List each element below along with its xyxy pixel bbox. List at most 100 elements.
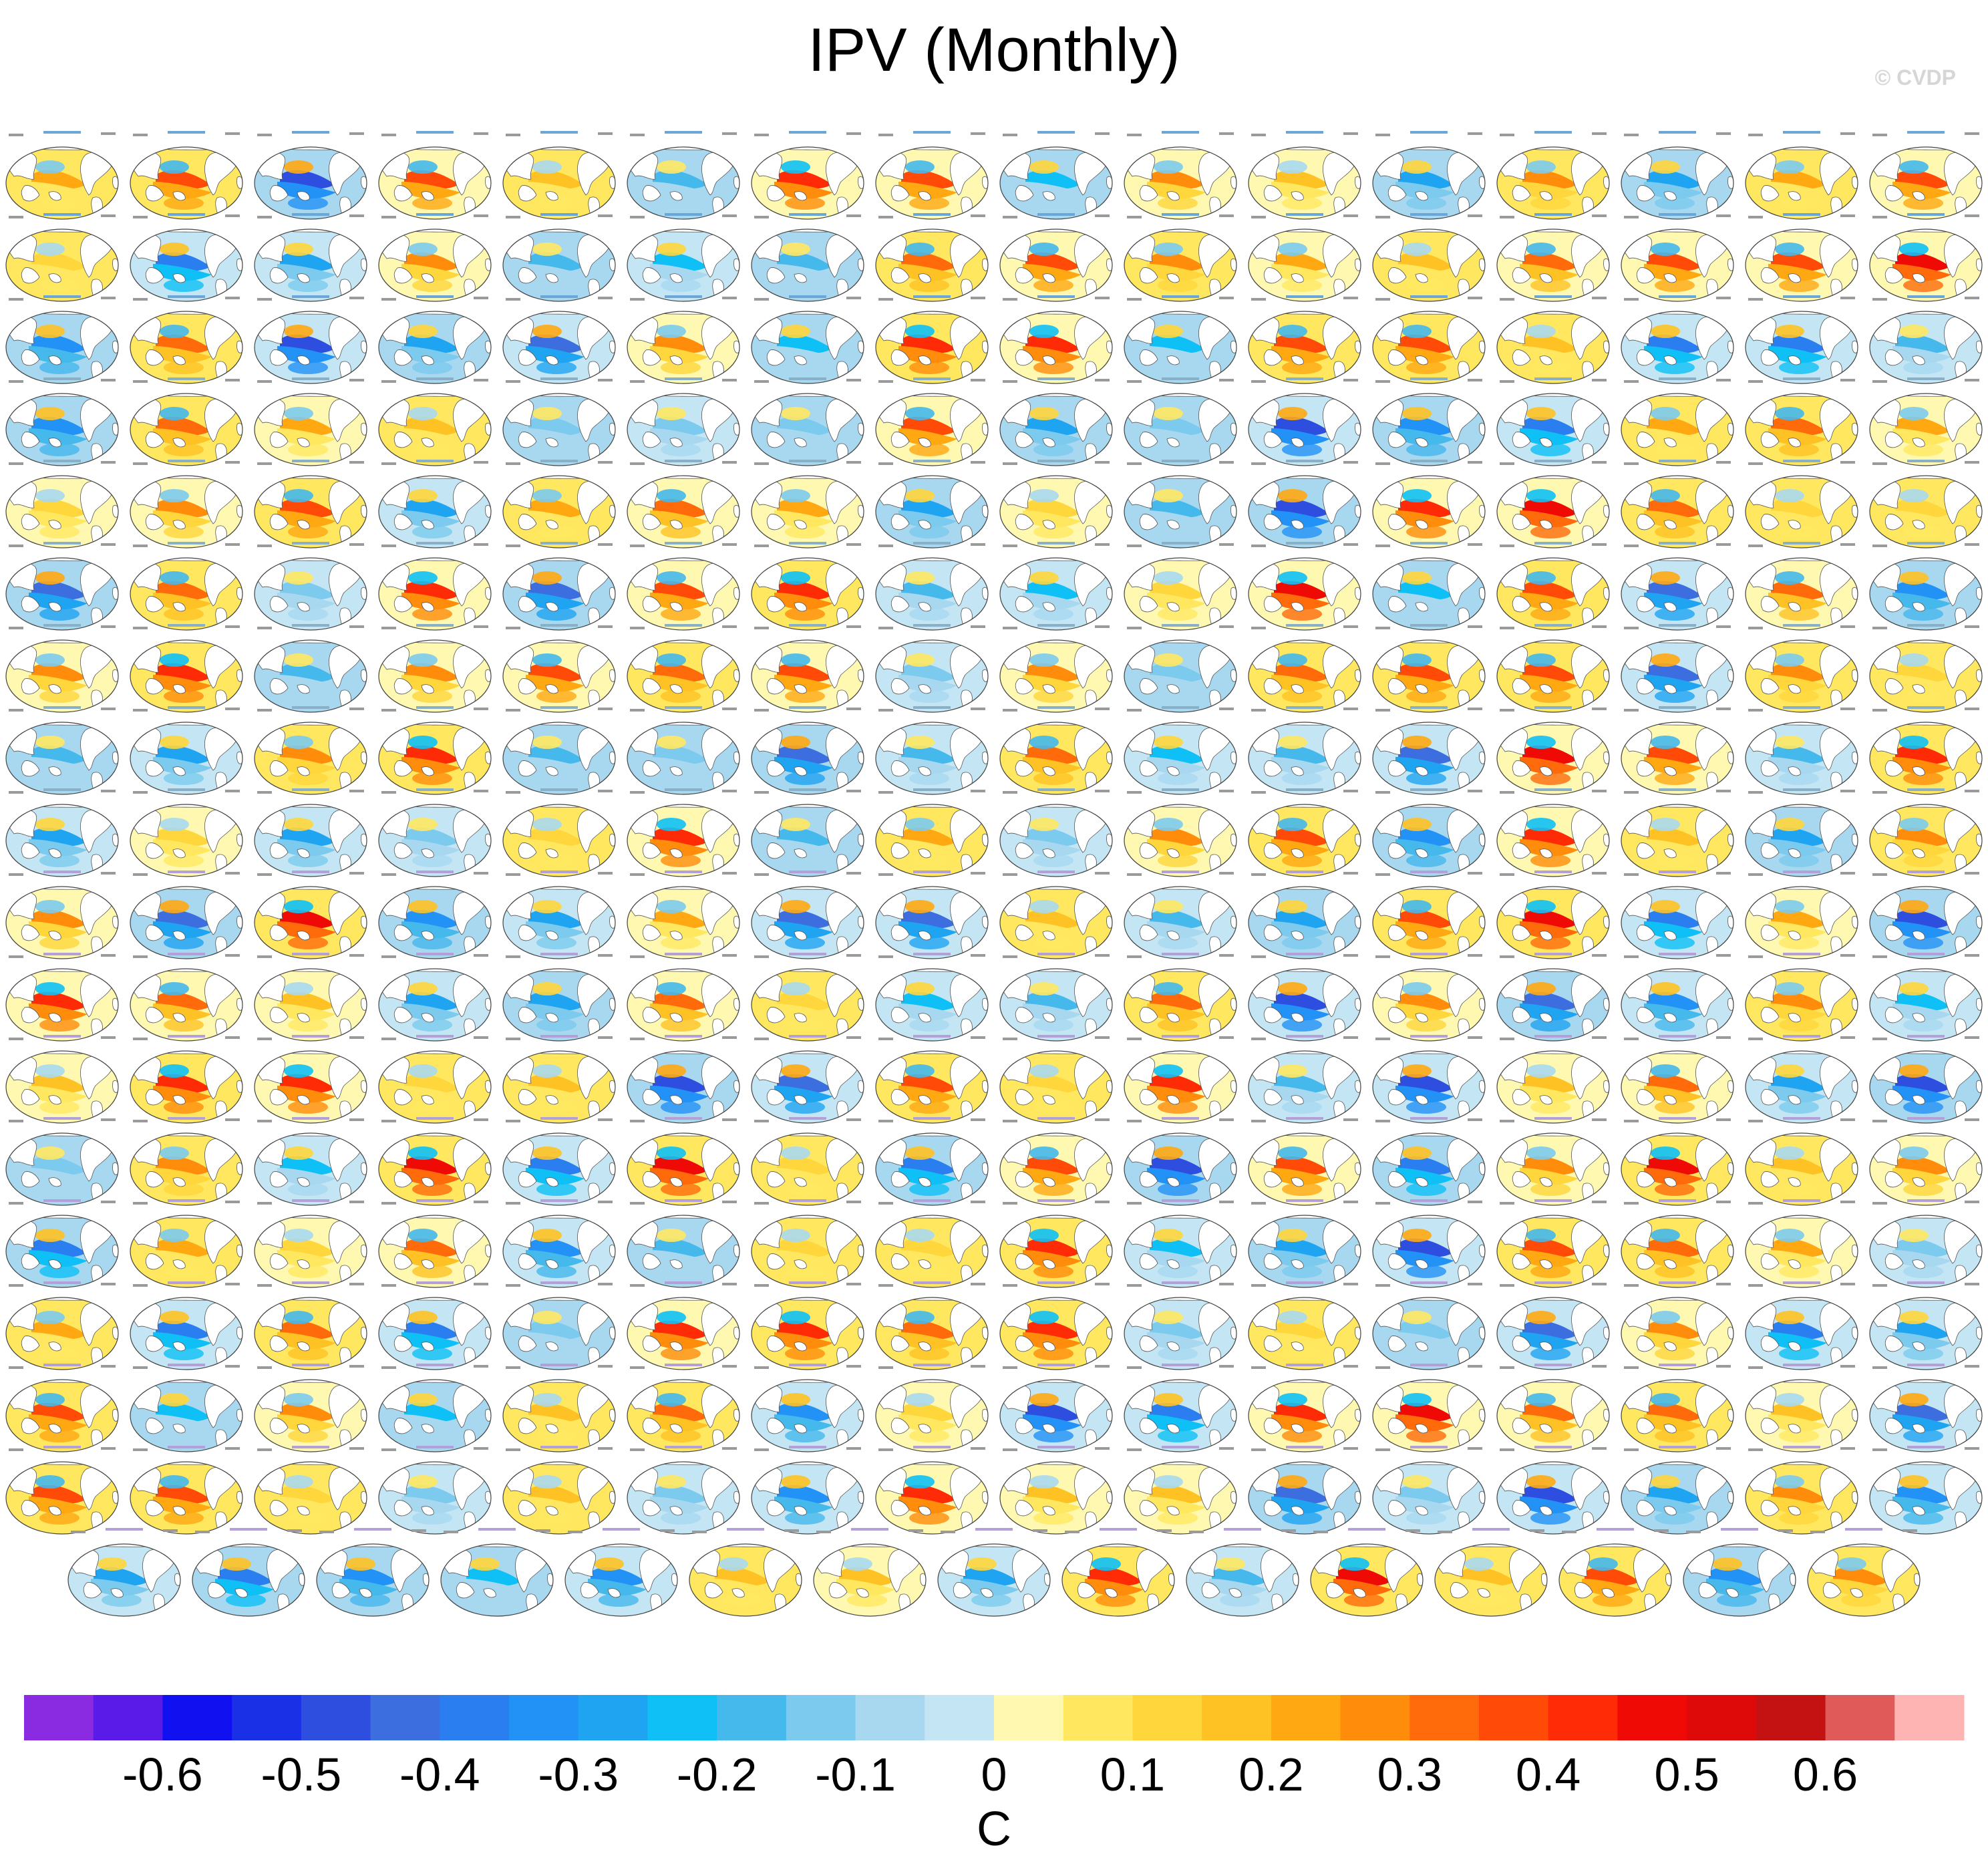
panel-run-mark xyxy=(1907,1364,1945,1366)
panel-stat-mark xyxy=(1468,790,1482,792)
panel-field xyxy=(1497,640,1609,712)
map-panel xyxy=(875,1117,989,1206)
colorbar-tick-label: 0.5 xyxy=(1654,1748,1719,1801)
panel-field xyxy=(6,1133,118,1205)
panel-field xyxy=(255,1462,367,1534)
panel-period-mark xyxy=(630,627,645,629)
panel-stat-mark xyxy=(1468,1447,1482,1450)
map-panel xyxy=(627,1035,740,1124)
panel-field xyxy=(1000,1297,1112,1370)
panel-stat-mark xyxy=(846,214,861,217)
map-panel xyxy=(1621,377,1734,466)
panel-stat-mark xyxy=(1716,1365,1731,1368)
panel-run-mark xyxy=(416,377,454,380)
panel-outline xyxy=(627,1132,740,1206)
panel-run-mark xyxy=(168,953,205,955)
panel-run-mark xyxy=(540,377,578,380)
panel-field xyxy=(1746,887,1858,959)
panel-field xyxy=(1000,394,1112,466)
panel-field xyxy=(1000,887,1112,959)
panel-period-mark xyxy=(506,1284,520,1287)
panel-stat-mark xyxy=(1343,625,1358,628)
panel-run-mark xyxy=(1286,1035,1323,1038)
panel-run-mark xyxy=(43,1446,81,1448)
panel-outline xyxy=(502,1461,616,1535)
map-panel xyxy=(627,788,740,877)
panel-stat-mark xyxy=(846,872,861,875)
panel-outline xyxy=(1124,146,1237,220)
panel-period-mark xyxy=(1500,709,1514,712)
panel-run-mark xyxy=(913,953,951,955)
panel-period-mark xyxy=(1624,1284,1639,1287)
map-panel xyxy=(5,295,119,384)
map-panel xyxy=(1124,213,1237,302)
panel-outline xyxy=(254,146,367,220)
panel-period-mark xyxy=(1251,791,1266,794)
map-panel xyxy=(1745,1117,1858,1206)
panel-period-mark xyxy=(9,955,23,958)
panel-stat-mark xyxy=(1840,461,1855,464)
map-panel xyxy=(999,1117,1113,1206)
panel-outline xyxy=(1496,1132,1610,1206)
panel-outline xyxy=(875,475,989,549)
panel-period-mark xyxy=(1748,298,1763,301)
panel-stat-mark xyxy=(598,872,613,875)
panel-field xyxy=(503,1133,615,1205)
panel-period-mark xyxy=(9,1038,23,1040)
colorbar-bin xyxy=(1894,1695,1965,1740)
panel-outline xyxy=(378,228,492,302)
panel-stat-mark xyxy=(1840,214,1855,217)
panel-outline xyxy=(1621,968,1734,1042)
panel-period-mark xyxy=(754,380,769,383)
panel-outline xyxy=(1745,311,1858,384)
panel-stat-mark xyxy=(1219,954,1234,957)
map-panel xyxy=(1621,1117,1734,1206)
panel-period-mark xyxy=(1251,1202,1266,1205)
panel-period-mark xyxy=(9,134,23,136)
panel-field xyxy=(255,229,367,301)
panel-stat-mark xyxy=(474,1201,488,1203)
panel-run-mark xyxy=(913,213,951,216)
panel-outline xyxy=(130,1297,243,1370)
panel-run-mark xyxy=(168,1281,205,1284)
panel-stat-mark xyxy=(163,1529,178,1532)
panel-stat-mark xyxy=(1716,790,1731,792)
panel-run-mark xyxy=(1286,953,1323,955)
panel-outline xyxy=(1496,1461,1610,1535)
panel-period-mark xyxy=(9,627,23,629)
panel-stat-mark xyxy=(1219,379,1234,381)
map-panel xyxy=(627,1364,740,1452)
panel-outline xyxy=(378,639,492,713)
map-panel xyxy=(627,295,740,384)
panel-run-mark xyxy=(43,871,81,873)
panel-run-mark xyxy=(789,131,826,134)
panel-field xyxy=(752,1297,864,1370)
panel-outline xyxy=(1061,1543,1175,1617)
panel-period-mark xyxy=(133,709,148,712)
panel-outline xyxy=(1745,1379,1858,1452)
panel-stat-mark xyxy=(1095,1036,1110,1039)
panel-run-mark xyxy=(1783,624,1820,627)
panel-run-mark xyxy=(1907,953,1945,955)
panel-outline xyxy=(1124,557,1237,631)
panel-period-mark xyxy=(754,1202,769,1205)
panel-field xyxy=(6,969,118,1041)
panel-outline xyxy=(875,886,989,959)
panel-field xyxy=(503,722,615,794)
panel-stat-mark xyxy=(101,297,116,299)
panel-period-mark xyxy=(630,1284,645,1287)
panel-period-mark xyxy=(878,216,893,218)
map-panel xyxy=(5,624,119,713)
panel-outline xyxy=(1869,722,1983,795)
panel-outline xyxy=(1745,1132,1858,1206)
map-panel xyxy=(999,871,1113,959)
panel-outline xyxy=(1372,311,1486,384)
colorbar-bin xyxy=(1825,1695,1895,1740)
colorbar-tick-label: 0.3 xyxy=(1377,1748,1442,1801)
panel-run-mark xyxy=(1534,788,1572,791)
panel-field xyxy=(1870,476,1982,548)
map-panel xyxy=(751,1446,864,1535)
panel-field xyxy=(1373,476,1485,548)
panel-stat-mark xyxy=(846,954,861,957)
panel-stat-mark xyxy=(971,954,985,957)
